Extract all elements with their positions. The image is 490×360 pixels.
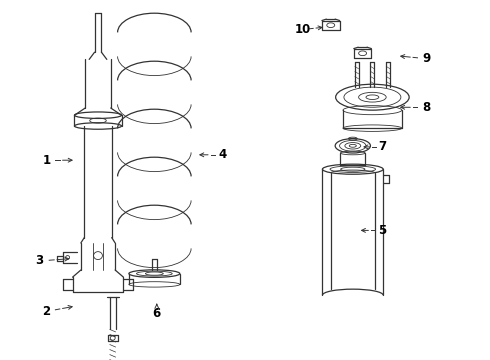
Text: 1: 1 [43, 154, 50, 167]
Text: 4: 4 [219, 148, 227, 161]
Text: 5: 5 [378, 224, 386, 237]
Text: 3: 3 [35, 255, 43, 267]
Text: 9: 9 [422, 52, 430, 65]
Text: 6: 6 [153, 307, 161, 320]
Text: 8: 8 [422, 101, 430, 114]
Text: 2: 2 [43, 305, 50, 318]
Text: 10: 10 [294, 23, 311, 36]
Text: 7: 7 [378, 140, 386, 153]
